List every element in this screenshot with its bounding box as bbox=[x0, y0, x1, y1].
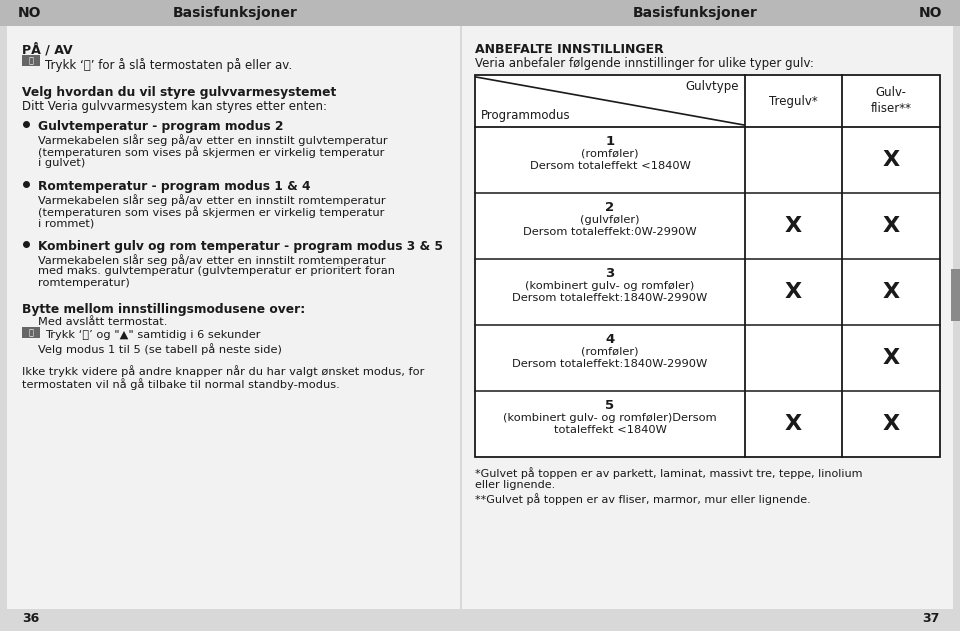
Text: Ikke trykk videre på andre knapper når du har valgt ønsket modus, for: Ikke trykk videre på andre knapper når d… bbox=[22, 365, 424, 377]
Text: i rommet): i rommet) bbox=[38, 218, 94, 228]
Bar bbox=[7, 19, 460, 609]
Text: Dersom totaleffekt:1840W-2990W: Dersom totaleffekt:1840W-2990W bbox=[513, 359, 708, 369]
Text: Tregulv*: Tregulv* bbox=[769, 95, 818, 107]
Text: X: X bbox=[882, 414, 900, 434]
Text: X: X bbox=[785, 282, 802, 302]
Text: (gulvføler): (gulvføler) bbox=[580, 215, 639, 225]
Text: PÅ / AV: PÅ / AV bbox=[22, 43, 73, 57]
Text: NO: NO bbox=[919, 6, 942, 20]
Bar bbox=[475, 75, 940, 457]
Text: Basisfunksjoner: Basisfunksjoner bbox=[173, 6, 298, 20]
Text: Ditt Veria gulvvarmesystem kan styres etter enten:: Ditt Veria gulvvarmesystem kan styres et… bbox=[22, 100, 327, 113]
Text: Gulvtemperatur - program modus 2: Gulvtemperatur - program modus 2 bbox=[38, 120, 283, 133]
Text: ⏻: ⏻ bbox=[29, 328, 34, 337]
Text: X: X bbox=[785, 216, 802, 236]
Text: 3: 3 bbox=[606, 267, 614, 280]
Text: termostaten vil nå gå tilbake til normal standby-modus.: termostaten vil nå gå tilbake til normal… bbox=[22, 378, 340, 390]
Text: **Gulvet på toppen er av fliser, marmor, mur eller lignende.: **Gulvet på toppen er av fliser, marmor,… bbox=[475, 493, 811, 505]
Text: med maks. gulvtemperatur (gulvtemperatur er prioritert foran: med maks. gulvtemperatur (gulvtemperatur… bbox=[38, 266, 395, 276]
Text: (kombinert gulv- og romføler): (kombinert gulv- og romføler) bbox=[525, 281, 695, 291]
Text: Romtemperatur - program modus 1 & 4: Romtemperatur - program modus 1 & 4 bbox=[38, 180, 310, 193]
Text: Gulvtype: Gulvtype bbox=[685, 80, 739, 93]
Text: Trykk ‘⏻’ for å slå termostaten på eller av.: Trykk ‘⏻’ for å slå termostaten på eller… bbox=[45, 58, 292, 72]
Text: (kombinert gulv- og romføler)Dersom: (kombinert gulv- og romføler)Dersom bbox=[503, 413, 717, 423]
Text: Programmodus: Programmodus bbox=[481, 109, 570, 122]
Text: ⏻: ⏻ bbox=[29, 56, 34, 65]
Text: Trykk ‘⏻’ og "▲" samtidig i 6 sekunder: Trykk ‘⏻’ og "▲" samtidig i 6 sekunder bbox=[45, 330, 260, 340]
Text: (temperaturen som vises på skjermen er virkelig temperatur: (temperaturen som vises på skjermen er v… bbox=[38, 146, 384, 158]
Text: Basisfunksjoner: Basisfunksjoner bbox=[633, 6, 757, 20]
Text: (temperaturen som vises på skjermen er virkelig temperatur: (temperaturen som vises på skjermen er v… bbox=[38, 206, 384, 218]
Bar bbox=[951, 269, 960, 321]
Text: 37: 37 bbox=[923, 611, 940, 625]
Text: X: X bbox=[882, 216, 900, 236]
Text: *Gulvet på toppen er av parkett, laminat, massivt tre, teppe, linolium: *Gulvet på toppen er av parkett, laminat… bbox=[475, 467, 862, 479]
Text: X: X bbox=[882, 282, 900, 302]
Text: Veria anbefaler følgende innstillinger for ulike typer gulv:: Veria anbefaler følgende innstillinger f… bbox=[475, 57, 814, 70]
Text: totaleffekt <1840W: totaleffekt <1840W bbox=[554, 425, 666, 435]
Text: X: X bbox=[785, 414, 802, 434]
Text: 4: 4 bbox=[606, 333, 614, 346]
Bar bbox=[462, 19, 953, 609]
Text: i gulvet): i gulvet) bbox=[38, 158, 85, 168]
Text: X: X bbox=[882, 348, 900, 368]
Bar bbox=[22, 327, 40, 338]
Text: Kombinert gulv og rom temperatur - program modus 3 & 5: Kombinert gulv og rom temperatur - progr… bbox=[38, 240, 443, 253]
Text: Varmekabelen slår seg på/av etter en innstilt romtemperatur: Varmekabelen slår seg på/av etter en inn… bbox=[38, 254, 386, 266]
Text: Bytte mellom innstillingsmodusene over:: Bytte mellom innstillingsmodusene over: bbox=[22, 303, 305, 316]
Text: 36: 36 bbox=[22, 611, 39, 625]
Text: X: X bbox=[882, 150, 900, 170]
Bar bbox=[0, 0, 960, 26]
Text: Varmekabelen slår seg på/av etter en innstilt romtemperatur: Varmekabelen slår seg på/av etter en inn… bbox=[38, 194, 386, 206]
Text: Velg hvordan du vil styre gulvvarmesystemet: Velg hvordan du vil styre gulvvarmesyste… bbox=[22, 86, 336, 99]
Bar bbox=[475, 75, 940, 457]
Text: Dersom totaleffekt <1840W: Dersom totaleffekt <1840W bbox=[530, 161, 690, 171]
Text: NO: NO bbox=[18, 6, 41, 20]
Text: 1: 1 bbox=[606, 135, 614, 148]
Text: Dersom totaleffekt:1840W-2990W: Dersom totaleffekt:1840W-2990W bbox=[513, 293, 708, 303]
Text: (romføler): (romføler) bbox=[581, 347, 638, 357]
Text: 2: 2 bbox=[606, 201, 614, 214]
Text: eller lignende.: eller lignende. bbox=[475, 480, 555, 490]
Text: (romføler): (romføler) bbox=[581, 149, 638, 159]
Text: romtemperatur): romtemperatur) bbox=[38, 278, 130, 288]
Bar bbox=[22, 55, 40, 66]
Text: Velg modus 1 til 5 (se tabell på neste side): Velg modus 1 til 5 (se tabell på neste s… bbox=[38, 343, 282, 355]
Text: 5: 5 bbox=[606, 399, 614, 412]
Text: Med avslått termostat.: Med avslått termostat. bbox=[38, 317, 167, 327]
Text: Varmekabelen slår seg på/av etter en innstilt gulvtemperatur: Varmekabelen slår seg på/av etter en inn… bbox=[38, 134, 388, 146]
Text: ANBEFALTE INNSTILLINGER: ANBEFALTE INNSTILLINGER bbox=[475, 43, 663, 56]
Text: Gulv-
fliser**: Gulv- fliser** bbox=[871, 86, 911, 115]
Text: Dersom totaleffekt:0W-2990W: Dersom totaleffekt:0W-2990W bbox=[523, 227, 697, 237]
